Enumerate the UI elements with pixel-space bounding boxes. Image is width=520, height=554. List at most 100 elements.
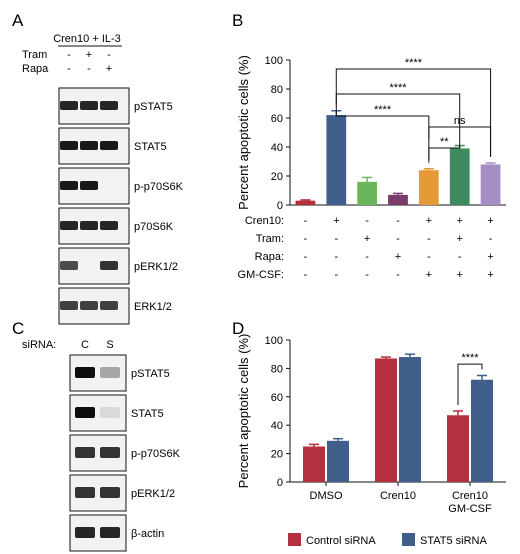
- panel-a-sign: -: [67, 63, 71, 75]
- panel-b-bar: [418, 170, 439, 205]
- panel-b-letter: B: [232, 11, 243, 30]
- panel-b-condition-sign: -: [489, 233, 493, 245]
- panel-b-condition-sign: +: [456, 269, 462, 281]
- panel-d-legend-swatch: [288, 533, 301, 546]
- panel-a-band-lower: [60, 265, 78, 268]
- panel-d-letter: D: [232, 319, 244, 338]
- panel-b-condition-sign: +: [426, 269, 432, 281]
- panel-a-western-blot: Tram - + - Rapa - - + pSTAT5 STAT5 p-p70S6K p70S6K p…: [22, 49, 184, 325]
- panel-c-letter: C: [12, 319, 24, 338]
- panel-d-y-tick-label: 100: [265, 335, 283, 347]
- panel-a-sign: -: [67, 49, 71, 61]
- panel-b-significance-bracket: [335, 93, 461, 140]
- panel-b-condition-sign: -: [365, 251, 369, 263]
- panel-b-y-tick-label: 80: [271, 84, 283, 96]
- panel-a-band-lower: [60, 145, 78, 148]
- panel-b-condition-sign: -: [396, 215, 400, 227]
- panel-a-band-lower: [60, 185, 78, 188]
- panel-d-legend-label: Control siRNA: [306, 535, 376, 547]
- panel-d-significance-label: ****: [461, 352, 479, 364]
- panel-d-legend-label: STAT5 siRNA: [420, 535, 487, 547]
- panel-d-bar: [471, 379, 493, 482]
- panel-d-x-tick-label: Cren10: [380, 490, 416, 502]
- panel-d-y-tick-label: 60: [271, 392, 283, 404]
- panel-b-significance-bracket: [335, 104, 430, 163]
- panel-d-bar: [375, 358, 397, 482]
- panel-a-blot-label: ERK1/2: [134, 301, 172, 313]
- panel-a-sign: +: [86, 49, 92, 61]
- panel-c-band: [75, 367, 95, 378]
- panel-d-y-tick-label: 20: [271, 449, 283, 461]
- panel-b-y-tick-label: 60: [271, 113, 283, 125]
- panel-c-blot-label: STAT5: [131, 408, 164, 420]
- panel-a-row-label: Rapa: [22, 63, 49, 75]
- panel-b-y-axis-label: Percent apoptotic cells (%): [236, 55, 251, 210]
- panel-a-band-lower: [100, 305, 118, 308]
- panel-a-blot-label: p-p70S6K: [134, 181, 184, 193]
- panel-b-bar: [295, 200, 316, 205]
- panel-b-condition-sign: -: [458, 251, 462, 263]
- panel-d-x-tick-label: Cren10: [452, 490, 488, 502]
- panel-a-letter: A: [12, 11, 24, 30]
- panel-c-blot-label: pSTAT5: [131, 368, 170, 380]
- panel-a-sign: +: [106, 63, 112, 75]
- panel-c-sirna-label: siRNA:: [22, 339, 56, 351]
- panel-b-condition-sign: -: [334, 251, 338, 263]
- panel-a-band-lower: [80, 105, 98, 108]
- panel-a-band-lower: [60, 305, 78, 308]
- panel-a-band-lower: [80, 145, 98, 148]
- panel-a-row-label: Tram: [22, 49, 47, 61]
- panel-b-y-tick-label: 20: [271, 171, 283, 183]
- panel-b-condition-sign: +: [395, 251, 401, 263]
- panel-d-x-tick-label: DMSO: [310, 490, 343, 502]
- panel-c-blot-label: pERK1/2: [131, 488, 175, 500]
- panel-d-bar-chart: 0 20 40 60 80 100 Percent apoptotic cells (%) D…: [236, 334, 506, 547]
- panel-b-condition-sign: -: [334, 269, 338, 281]
- panel-b-condition-sign: +: [487, 269, 493, 281]
- panel-b-condition-sign: -: [304, 251, 308, 263]
- panel-b-condition-sign: -: [304, 233, 308, 245]
- panel-a-blot-label: pSTAT5: [134, 101, 173, 113]
- panel-b-condition-label: Tram:: [256, 233, 284, 245]
- panel-b-bar-chart: 0 20 40 60 80 100 Percent apoptotic cells (%) C…: [236, 55, 506, 281]
- panel-b-condition-sign: -: [304, 215, 308, 227]
- panel-b-condition-sign: -: [334, 233, 338, 245]
- panel-b-condition-sign: +: [364, 233, 370, 245]
- panel-c-lane-label: C: [81, 339, 89, 351]
- panel-b-y-tick-label: 0: [277, 200, 283, 212]
- panel-a-header: Cren10 + IL-3: [53, 33, 121, 45]
- panel-b-condition-sign: -: [365, 269, 369, 281]
- panel-d-y-axis-label: Percent apoptotic cells (%): [236, 334, 251, 489]
- panel-a-band-lower: [60, 105, 78, 108]
- panel-a-blot-label: STAT5: [134, 141, 167, 153]
- panel-c-band: [75, 487, 95, 498]
- panel-b-condition-sign: +: [333, 215, 339, 227]
- panel-b-y-tick-label: 100: [265, 55, 283, 67]
- panel-b-significance-label: ****: [389, 82, 407, 94]
- panel-b-significance-bracket: [428, 126, 492, 157]
- panel-b-significance-label: ****: [374, 104, 392, 116]
- panel-a-blot-label: pERK1/2: [134, 261, 178, 273]
- panel-b-significance-bracket: [335, 68, 492, 157]
- panel-b-significance-label: ****: [405, 57, 423, 69]
- panel-c-band: [75, 527, 95, 538]
- panel-b-bar: [326, 115, 347, 205]
- panel-c-band: [100, 527, 120, 538]
- panel-d-y-tick-label: 80: [271, 363, 283, 375]
- panel-a-band-lower: [80, 185, 98, 188]
- panel-d-legend-swatch: [402, 533, 415, 546]
- panel-a-band-lower: [100, 105, 118, 108]
- panel-b-condition-sign: -: [396, 269, 400, 281]
- panel-c-band: [100, 367, 120, 378]
- panel-d-bar: [327, 440, 349, 482]
- panel-c-band: [100, 447, 120, 458]
- panel-b-bar: [388, 194, 408, 205]
- panel-d-bar: [303, 446, 325, 482]
- panel-b-bar: [480, 164, 501, 205]
- panel-b-condition-label: GM-CSF:: [238, 269, 284, 281]
- panel-d-significance-bracket: [457, 363, 483, 405]
- panel-c-band: [100, 407, 120, 418]
- panel-b-condition-label: Cren10:: [245, 215, 284, 227]
